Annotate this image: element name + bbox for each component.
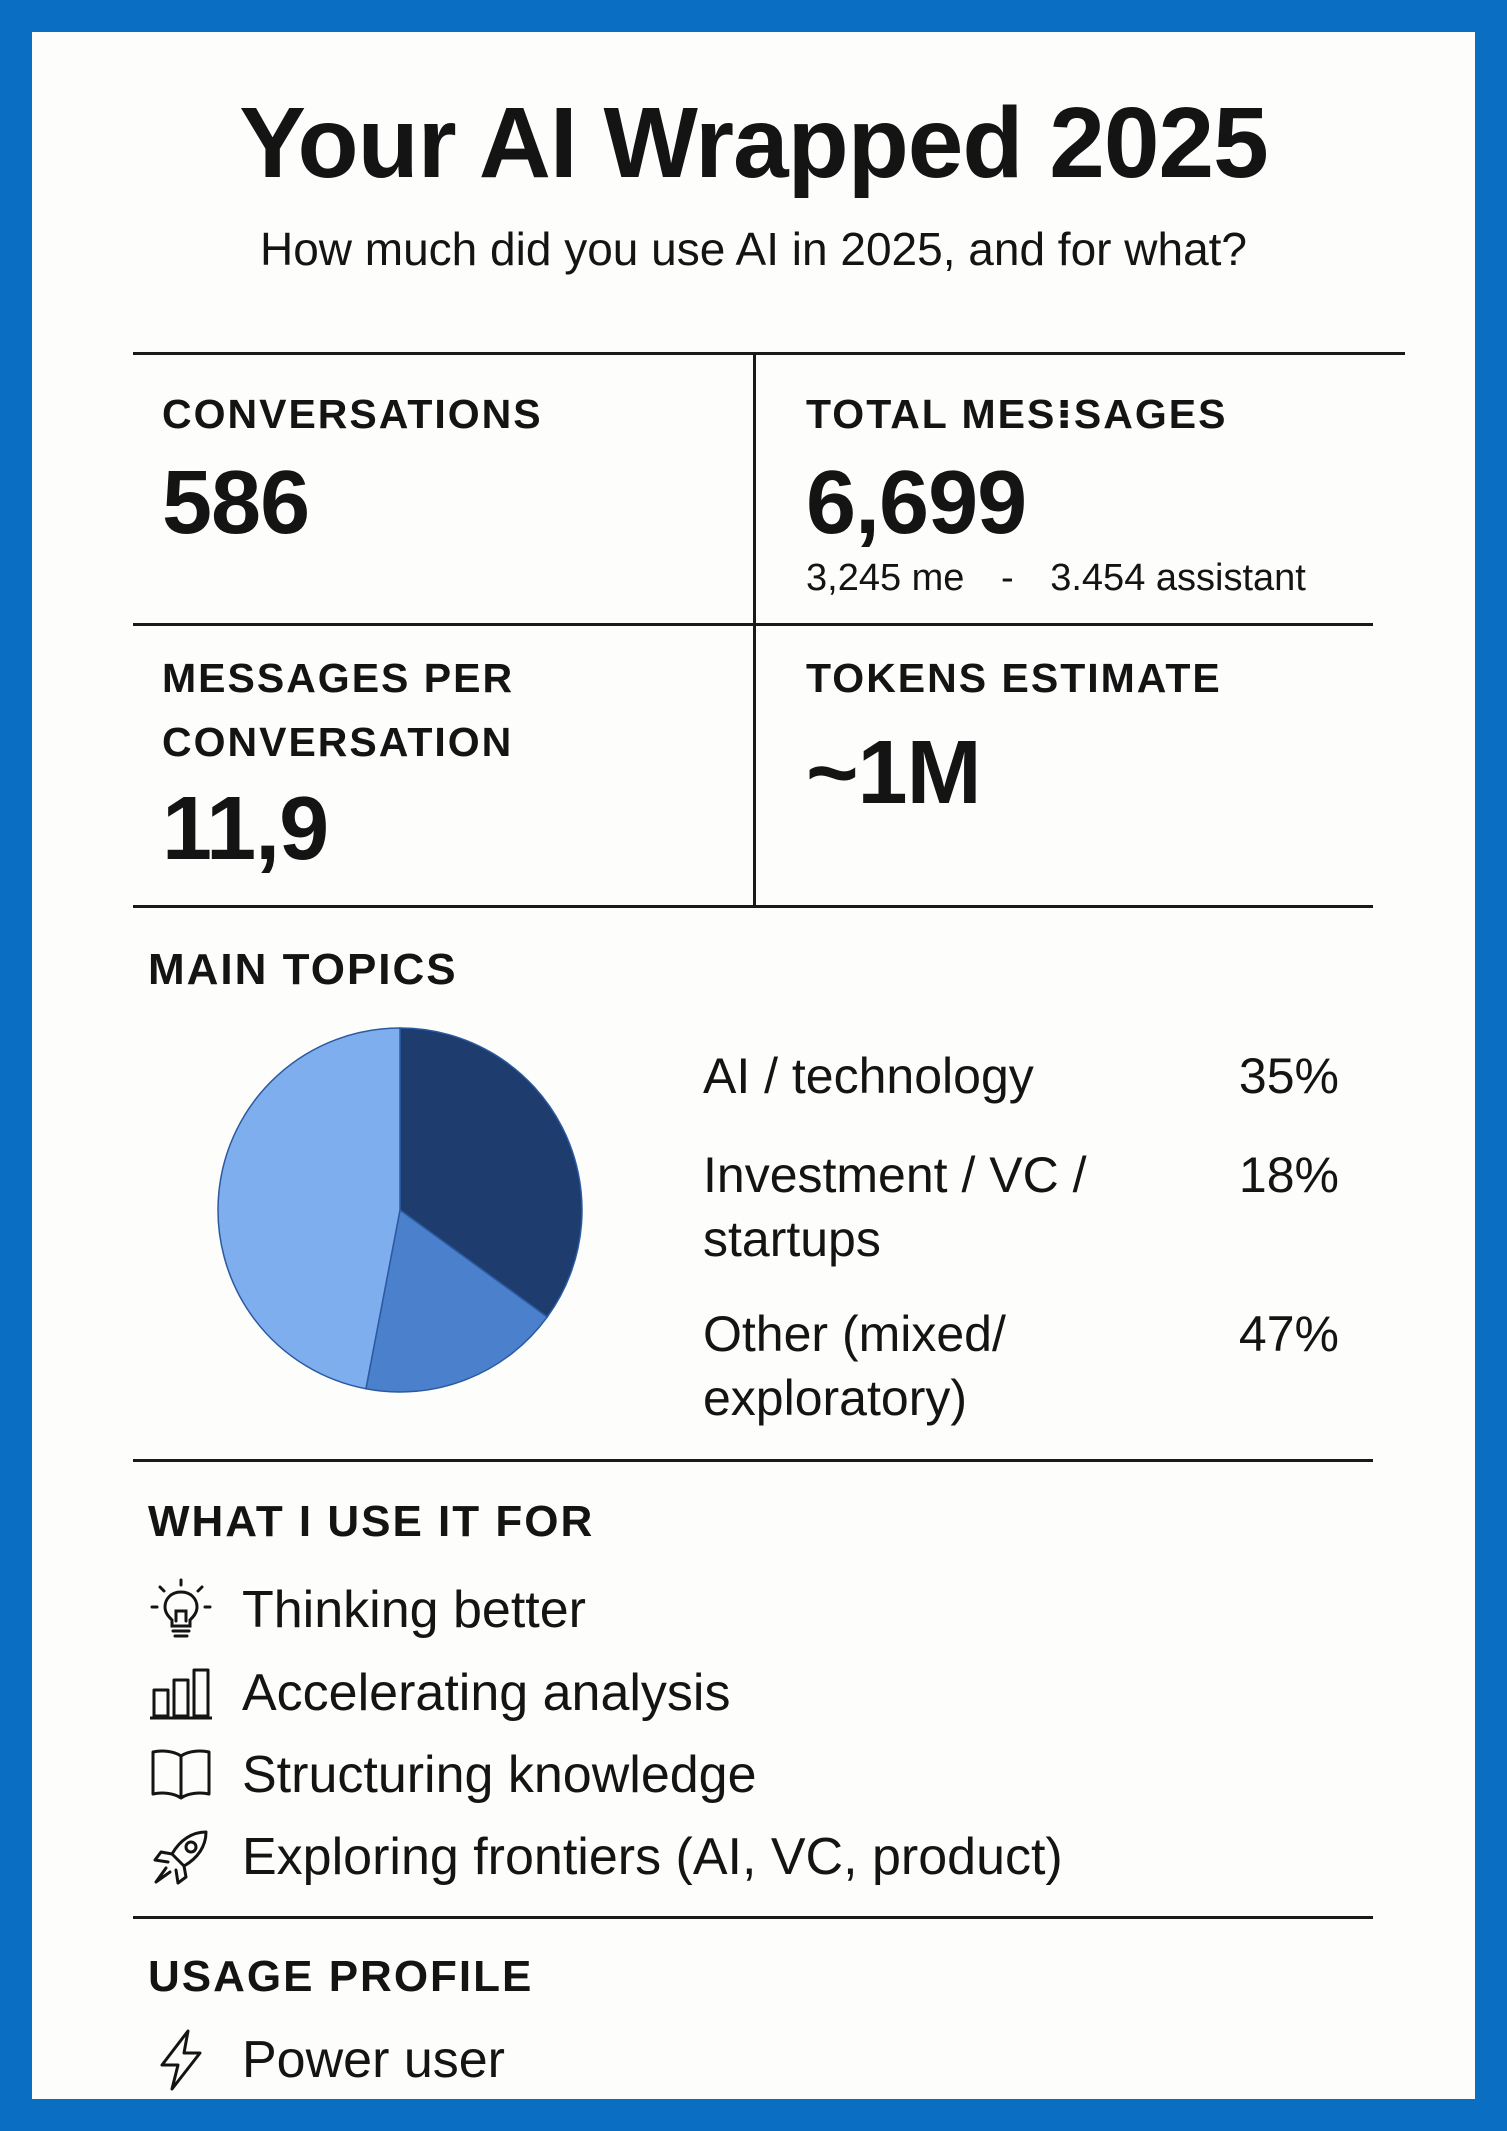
- lightbulb-icon: [148, 1577, 214, 1643]
- use-text: Structuring knowledge: [242, 1746, 757, 1804]
- page-title: Your AI Wrapped 2025: [239, 87, 1268, 199]
- messages-per-conversation-label-line1: MESSAGES PER: [162, 655, 515, 701]
- use-text: Exploring frontiers (AI, VC, product): [242, 1828, 1063, 1886]
- use-item: Accelerating analysis: [148, 1658, 730, 1728]
- topic-label: AI / technology: [703, 1048, 1034, 1104]
- messages-assistant: 3.454 assistant: [1050, 557, 1306, 599]
- pie-slice: [365, 1208, 549, 1393]
- messages-me: 3,245 me: [806, 557, 965, 599]
- lightning-icon: [148, 2027, 214, 2093]
- topic-label-continued: startups: [703, 1211, 881, 1267]
- main-topics-title: MAIN TOPICS: [148, 945, 458, 994]
- use-item: Structuring knowledge: [148, 1740, 757, 1810]
- usage-profile-title: USAGE PROFILE: [148, 1952, 534, 2001]
- conversations-value: 586: [162, 453, 310, 553]
- pie-slices: [217, 1027, 583, 1393]
- messages-per-conversation-label-line2: CONVERSATION: [162, 719, 514, 765]
- topic-item: Other (mixed/ exploratory) 47%: [703, 1302, 1343, 1430]
- messages-separator: -: [1001, 557, 1014, 599]
- topic-percent: 18%: [1238, 1147, 1339, 1203]
- messages-per-conversation-label: MESSAGES PER CONVERSATION: [162, 646, 514, 774]
- topic-label: Investment / VC /: [703, 1147, 1087, 1203]
- topic-item: AI / technology 35%: [703, 1044, 1343, 1108]
- total-messages-label: TOTAL MES⁝SAGES: [806, 391, 1228, 437]
- topic-percent: 35%: [1238, 1048, 1339, 1104]
- topic-percent: 47%: [1238, 1306, 1339, 1362]
- divider: [133, 352, 1405, 355]
- topic-label: Other (mixed/: [703, 1306, 1006, 1362]
- rocket-icon: [148, 1824, 214, 1890]
- pie-slice: [399, 1027, 583, 1319]
- usage-profile-item: Power user: [148, 2025, 505, 2095]
- topics-pie-chart: [217, 1027, 583, 1393]
- total-messages-breakdown: 3,245 me - 3.454 assistant: [806, 559, 1306, 597]
- tokens-estimate-label: TOKENS ESTIMATE: [806, 655, 1222, 701]
- pie-slice: [217, 1027, 401, 1390]
- total-messages-value: 6,699: [806, 453, 1027, 553]
- book-icon: [148, 1742, 214, 1808]
- use-text: Thinking better: [242, 1581, 586, 1639]
- messages-per-conversation-value: 11,9: [162, 779, 329, 879]
- use-item: Thinking better: [148, 1575, 586, 1645]
- divider: [753, 352, 756, 908]
- bar-chart-icon: [148, 1660, 214, 1726]
- conversations-label: CONVERSATIONS: [162, 391, 543, 437]
- use-text: Accelerating analysis: [242, 1664, 731, 1722]
- tokens-estimate-value: ~1M: [806, 723, 982, 823]
- page-subtitle: How much did you use AI in 2025, and for…: [259, 223, 1248, 275]
- topic-item: Investment / VC / startups 18%: [703, 1143, 1343, 1271]
- divider: [133, 623, 1373, 626]
- use-item: Exploring frontiers (AI, VC, product): [148, 1822, 1063, 1892]
- divider: [133, 1916, 1373, 1919]
- topic-label-continued: exploratory): [703, 1370, 967, 1426]
- divider: [133, 905, 1373, 908]
- usage-profile-value: Power user: [242, 2031, 505, 2089]
- uses-title: WHAT I USE IT FOR: [148, 1497, 595, 1546]
- divider: [133, 1459, 1373, 1462]
